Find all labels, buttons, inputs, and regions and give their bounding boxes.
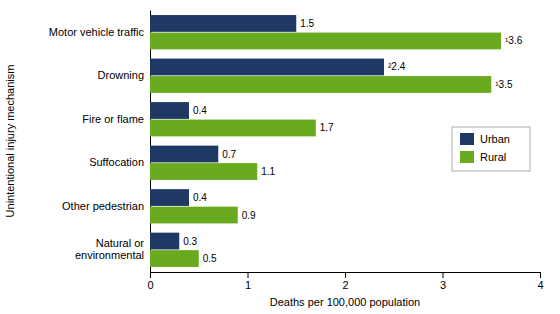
y-tick-label: Motor vehicle traffic bbox=[49, 26, 145, 38]
data-label: 1.5 bbox=[300, 18, 314, 29]
y-tick: Motor vehicle traffic bbox=[49, 26, 145, 38]
chart: 0 1 2 3 4 Motor vehicle traffic Drowning Fire o… bbox=[0, 0, 560, 314]
x-tick-label: 2 bbox=[342, 279, 348, 291]
y-tick-label-line: Natural or bbox=[96, 237, 145, 249]
bar bbox=[150, 146, 218, 163]
y-tick-label-line: Drowning bbox=[98, 69, 144, 81]
legend-item: Rural bbox=[460, 151, 506, 163]
bar bbox=[150, 233, 179, 250]
legend-swatch bbox=[460, 151, 474, 163]
legend-frame bbox=[452, 127, 530, 171]
data-label: 0.5 bbox=[203, 253, 217, 264]
y-axis-title: Unintentional injury mechanism bbox=[4, 65, 16, 218]
data-labels: 1.5 ²2.4 0.4 0.7 0.4 0.3 ¹3.6 ¹3.5 1.7 1.1 0.9 0.5 bbox=[183, 18, 522, 264]
bar bbox=[150, 33, 501, 50]
x-tick: 0 bbox=[147, 272, 153, 291]
legend-swatch bbox=[460, 133, 474, 145]
bar bbox=[150, 15, 296, 32]
data-label: 0.3 bbox=[183, 236, 197, 247]
legend-label: Urban bbox=[480, 133, 510, 145]
legend-item: Urban bbox=[460, 133, 510, 145]
legend: Urban Rural bbox=[452, 127, 530, 171]
y-tick-label-line: Other pedestrian bbox=[62, 200, 144, 212]
plot-area: 0 1 2 3 4 Motor vehicle traffic Drowning Fire o… bbox=[49, 11, 544, 309]
data-label: 1.1 bbox=[261, 166, 275, 177]
y-tick: Other pedestrian bbox=[62, 200, 144, 212]
bar bbox=[150, 102, 189, 119]
legend-label: Rural bbox=[480, 151, 506, 163]
y-tick-label-line: Suffocation bbox=[89, 156, 144, 168]
y-tick-label: Drowning bbox=[98, 69, 144, 81]
data-label: ²2.4 bbox=[388, 61, 406, 72]
y-tick-label-line: Motor vehicle traffic bbox=[49, 26, 145, 38]
bars bbox=[150, 15, 501, 267]
x-axis: 0 1 2 3 4 bbox=[147, 272, 543, 291]
x-tick: 3 bbox=[440, 272, 446, 291]
x-axis-title: Deaths per 100,000 population bbox=[270, 296, 420, 308]
y-tick: Suffocation bbox=[89, 156, 144, 168]
x-tick: 1 bbox=[245, 272, 251, 291]
y-tick-label: Suffocation bbox=[89, 156, 144, 168]
data-label: ¹3.5 bbox=[495, 79, 513, 90]
y-tick: Drowning bbox=[98, 69, 144, 81]
x-tick-mark bbox=[443, 272, 444, 278]
data-label: 0.4 bbox=[193, 105, 207, 116]
x-tick: 2 bbox=[342, 272, 348, 291]
y-tick: Fire or flame bbox=[82, 113, 144, 125]
y-tick-label-line: environmental bbox=[75, 249, 144, 261]
x-tick-label: 4 bbox=[537, 279, 543, 291]
data-label: 0.9 bbox=[242, 210, 256, 221]
x-tick-mark bbox=[540, 272, 541, 278]
bar bbox=[150, 120, 316, 137]
x-tick-label: 1 bbox=[245, 279, 251, 291]
y-tick-label: Other pedestrian bbox=[62, 200, 144, 212]
y-tick-label: Fire or flame bbox=[82, 113, 144, 125]
y-axis: Motor vehicle traffic Drowning Fire or fla… bbox=[49, 11, 151, 273]
x-tick-label: 3 bbox=[440, 279, 446, 291]
data-label: 1.7 bbox=[320, 122, 334, 133]
x-axis-line bbox=[151, 273, 541, 279]
bar bbox=[150, 250, 199, 267]
y-tick: Natural orenvironmental bbox=[75, 237, 144, 261]
bar bbox=[150, 207, 238, 224]
bar-series bbox=[150, 33, 501, 267]
x-tick-mark bbox=[248, 272, 249, 278]
data-label: 0.4 bbox=[193, 192, 207, 203]
x-tick-mark bbox=[150, 272, 151, 278]
x-tick: 4 bbox=[537, 272, 543, 291]
data-label: ¹3.6 bbox=[505, 35, 523, 46]
y-tick-label-line: Fire or flame bbox=[82, 113, 144, 125]
bar-series bbox=[150, 15, 384, 249]
bar bbox=[150, 59, 384, 76]
bar bbox=[150, 76, 491, 93]
y-tick-label: Natural orenvironmental bbox=[75, 237, 144, 261]
bar bbox=[150, 163, 257, 180]
bar bbox=[150, 189, 189, 206]
x-tick-label: 0 bbox=[147, 279, 153, 291]
data-label: 0.7 bbox=[222, 149, 236, 160]
x-tick-mark bbox=[345, 272, 346, 278]
